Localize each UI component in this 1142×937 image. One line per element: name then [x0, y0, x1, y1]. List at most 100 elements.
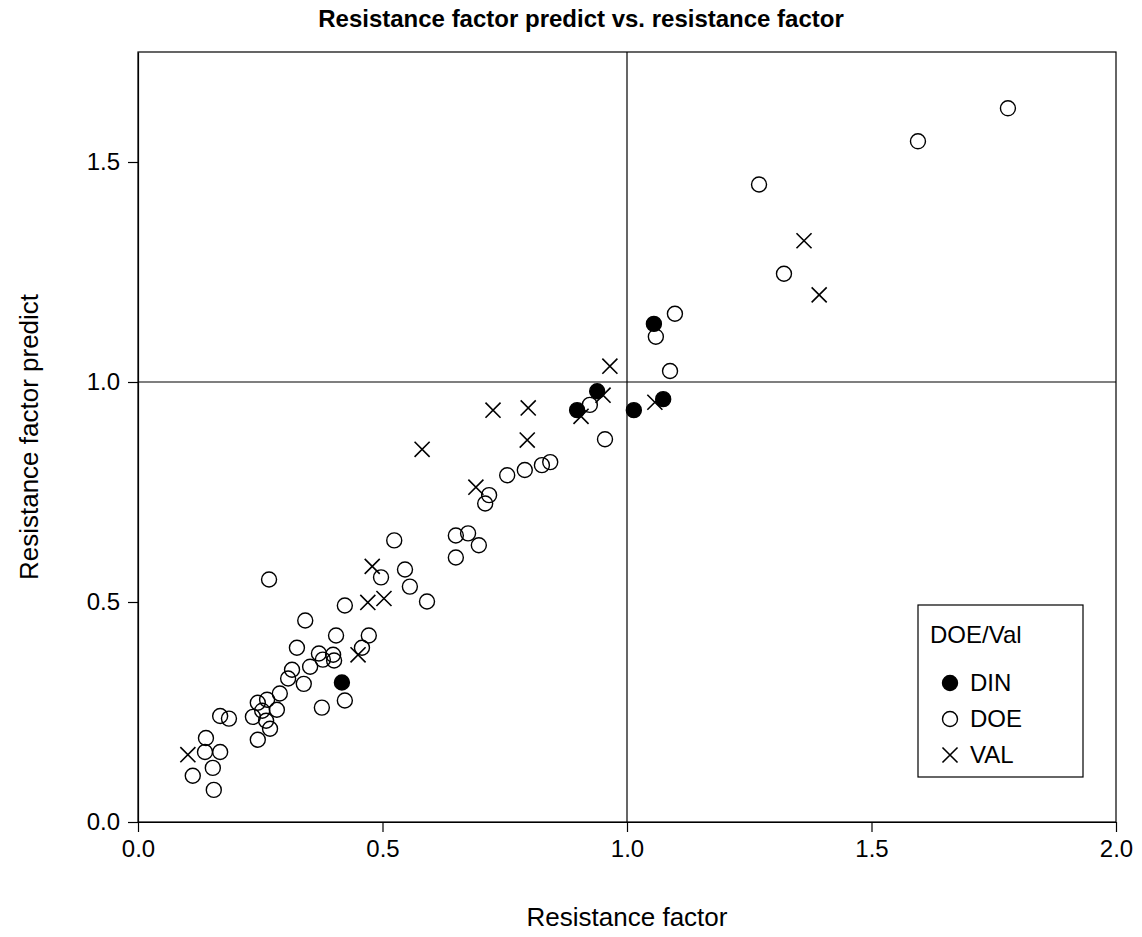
- point: [663, 364, 678, 379]
- tick: 1.5: [855, 822, 888, 862]
- tick-label: 0.0: [87, 808, 120, 835]
- point: [185, 768, 200, 783]
- point: [250, 732, 265, 747]
- tick: 1.0: [87, 368, 138, 395]
- tick: 0.5: [366, 822, 399, 862]
- point: [262, 572, 277, 587]
- tick: 0.0: [87, 808, 138, 835]
- point: [521, 400, 536, 415]
- point: [365, 559, 380, 574]
- tick-label: 1.5: [855, 835, 888, 862]
- point: [314, 700, 329, 715]
- point: [602, 359, 617, 374]
- point: [647, 395, 662, 410]
- point: [448, 528, 463, 543]
- tick-mark: [128, 602, 138, 603]
- legend-marker: [943, 676, 958, 691]
- reference-line: [138, 381, 1116, 382]
- plot-frame: [138, 52, 1116, 822]
- x-axis: 0.00.51.01.52.0: [122, 822, 1133, 862]
- legend-label: DOE: [970, 705, 1022, 732]
- point: [415, 442, 430, 457]
- point: [303, 659, 318, 674]
- tick-mark: [1116, 822, 1117, 832]
- point: [197, 745, 212, 760]
- point: [205, 760, 220, 775]
- point: [812, 287, 827, 302]
- legend-title: DOE/Val: [930, 621, 1022, 648]
- point: [500, 468, 515, 483]
- point: [213, 708, 228, 723]
- y-axis: 0.0 0.5 1.0 1.5: [87, 53, 139, 836]
- point: [213, 745, 228, 760]
- tick-label: 1.0: [87, 368, 120, 395]
- legend: DOE/Val DIN DOE VAL: [918, 605, 1083, 777]
- point: [796, 233, 811, 248]
- point: [543, 455, 558, 470]
- title: Resistance factor predict vs. resistance…: [318, 5, 844, 32]
- point: [387, 533, 402, 548]
- point: [263, 721, 278, 736]
- point: [285, 662, 300, 677]
- point: [582, 397, 597, 412]
- point: [376, 591, 391, 606]
- tick-mark: [128, 382, 138, 383]
- point: [626, 403, 641, 418]
- point: [648, 329, 663, 344]
- tick: 1.0: [611, 822, 644, 862]
- tick-label: 0.5: [87, 588, 120, 615]
- tick: 1.5: [87, 148, 138, 175]
- point: [471, 538, 486, 553]
- tick: 0.0: [122, 822, 155, 862]
- point: [910, 134, 925, 149]
- point: [374, 570, 389, 585]
- legend-box: [918, 605, 1083, 777]
- point: [667, 306, 682, 321]
- point: [337, 598, 352, 613]
- point: [776, 266, 791, 281]
- point: [337, 693, 352, 708]
- point: [485, 403, 500, 418]
- point: [448, 550, 463, 565]
- point: [329, 628, 344, 643]
- point: [468, 480, 483, 495]
- point: [517, 463, 532, 478]
- point: [534, 458, 549, 473]
- tick-mark: [627, 822, 628, 832]
- point: [289, 640, 304, 655]
- plot: 0.00.51.01.52.00.00.51.01.5: [87, 52, 1134, 862]
- point: [419, 594, 434, 609]
- tick-label: 0.0: [122, 835, 155, 862]
- tick-mark: [382, 822, 383, 832]
- point: [597, 432, 612, 447]
- tick-mark: [128, 162, 138, 163]
- chart: 0.00.51.01.52.00.00.51.01.5Resistance fa…: [0, 0, 1142, 937]
- point: [351, 647, 366, 662]
- series: [185, 101, 1015, 798]
- point: [402, 579, 417, 594]
- legend-marker: [943, 712, 958, 727]
- point: [206, 782, 221, 797]
- point: [281, 671, 296, 686]
- tick-mark: [871, 822, 872, 832]
- point: [298, 613, 313, 628]
- data-area: [138, 52, 1116, 822]
- point: [360, 595, 375, 610]
- reference-line: [626, 52, 627, 822]
- point: [478, 496, 493, 511]
- point: [296, 676, 311, 691]
- legend-label: DIN: [970, 669, 1011, 696]
- point: [596, 388, 611, 403]
- legend-label: VAL: [970, 741, 1014, 768]
- point: [397, 562, 412, 577]
- point: [1000, 101, 1015, 116]
- point: [752, 177, 767, 192]
- point: [334, 675, 349, 690]
- point: [520, 433, 535, 448]
- x-axis-title: Resistance factor: [527, 902, 728, 932]
- point: [198, 730, 213, 745]
- point: [180, 747, 195, 762]
- tick-mark: [128, 822, 138, 823]
- legend-marker: [942, 747, 957, 762]
- tick-label: 1.5: [87, 148, 120, 175]
